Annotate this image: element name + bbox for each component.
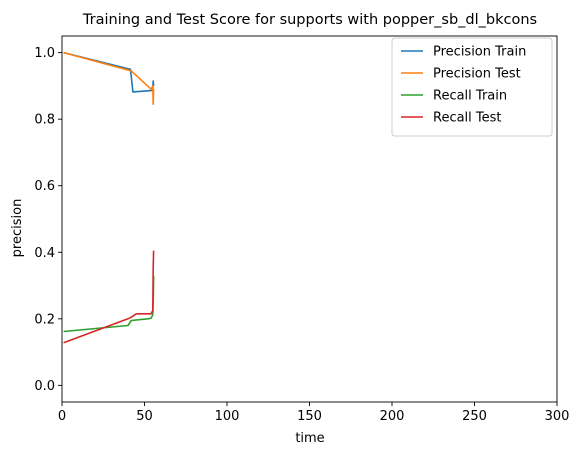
x-tick-label: 50 [136, 409, 153, 424]
x-tick-label: 150 [297, 409, 322, 424]
y-tick-label: 0.4 [34, 246, 55, 261]
legend-label: Recall Train [433, 89, 507, 104]
y-tick-label: 0.6 [34, 179, 55, 194]
x-tick-label: 200 [380, 409, 405, 424]
y-tick-label: 0.0 [34, 379, 55, 394]
chart-title: Training and Test Score for supports wit… [82, 12, 537, 28]
series-line-3 [63, 250, 155, 344]
legend-label: Precision Test [433, 67, 521, 82]
legend: Precision Train Precision Test Recall Trai… [391, 37, 553, 137]
series-line-0 [63, 51, 155, 93]
plot-lines [63, 51, 155, 344]
x-axis-ticks: 0 50 100 150 200 250 300 [58, 402, 570, 424]
legend-label: Precision Train [433, 45, 526, 60]
x-axis-label: time [295, 431, 324, 446]
series-line-2 [63, 275, 155, 333]
y-axis-label: precision [10, 199, 25, 258]
x-tick-label: 250 [462, 409, 487, 424]
y-tick-label: 0.8 [34, 113, 55, 128]
legend-box [391, 37, 553, 137]
series-line-1 [63, 51, 155, 105]
x-tick-label: 100 [215, 409, 240, 424]
y-tick-label: 1.0 [34, 46, 55, 61]
x-tick-label: 0 [58, 409, 66, 424]
y-axis-ticks: 0.0 0.2 0.4 0.6 0.8 1.0 [34, 46, 62, 394]
legend-label: Recall Test [433, 111, 502, 126]
y-tick-label: 0.2 [34, 312, 55, 327]
x-tick-label: 300 [545, 409, 570, 424]
